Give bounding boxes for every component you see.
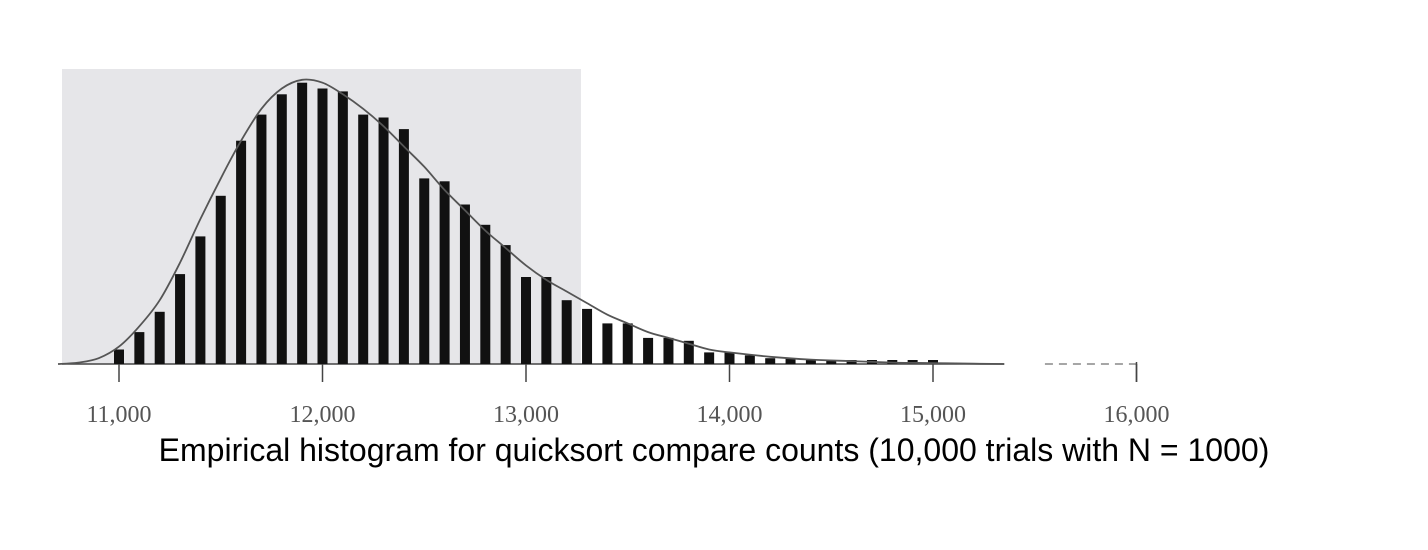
histogram-bar bbox=[398, 129, 409, 364]
histogram-bar bbox=[643, 337, 654, 364]
histogram-bar bbox=[704, 352, 715, 364]
histogram-bar bbox=[622, 323, 633, 364]
histogram-bar bbox=[582, 308, 593, 364]
distribution-curve bbox=[57, 78, 1005, 365]
histogram-bar bbox=[744, 355, 755, 364]
histogram-bar bbox=[521, 277, 531, 364]
histogram-bar bbox=[215, 195, 226, 364]
histogram-bar bbox=[236, 140, 247, 364]
histogram-bar bbox=[561, 300, 572, 364]
histogram-bar bbox=[602, 323, 613, 364]
histogram-bar bbox=[114, 349, 124, 364]
histogram-chart: 11,000 12,000 13,000 14,000 15,000 16,000 bbox=[57, 69, 1170, 428]
histogram-bar bbox=[419, 178, 430, 364]
x-tick-label: 12,000 bbox=[290, 402, 356, 428]
histogram-bar bbox=[683, 340, 694, 364]
histogram-bar bbox=[765, 358, 776, 364]
histogram-bar bbox=[826, 360, 837, 364]
histogram-bar bbox=[459, 204, 470, 364]
histogram-bar bbox=[256, 114, 267, 364]
histogram-bar bbox=[805, 359, 816, 364]
histogram-bar bbox=[541, 277, 552, 364]
histogram-bar bbox=[134, 332, 145, 364]
histogram-bar bbox=[663, 337, 674, 364]
histogram-bar bbox=[317, 88, 328, 364]
histogram-bar bbox=[500, 245, 511, 364]
histogram-bar bbox=[154, 311, 165, 364]
histogram-bar bbox=[928, 360, 938, 364]
histogram-bar bbox=[175, 274, 186, 364]
histogram-bar bbox=[195, 236, 206, 364]
histogram-bar bbox=[337, 91, 348, 365]
x-tick-label: 14,000 bbox=[697, 402, 763, 428]
histogram-bar bbox=[358, 114, 369, 364]
histogram-bar bbox=[439, 181, 450, 364]
x-tick-label: 13,000 bbox=[493, 402, 559, 428]
x-tick-label: 15,000 bbox=[900, 402, 966, 428]
histogram-bar bbox=[378, 117, 389, 364]
histogram-bar bbox=[480, 224, 491, 364]
x-tick-label: 16,000 bbox=[1104, 402, 1170, 428]
histogram-bar bbox=[785, 358, 796, 364]
histogram-bar bbox=[297, 82, 308, 364]
histogram-bar bbox=[724, 352, 735, 364]
x-tick-label: 11,000 bbox=[86, 402, 151, 428]
histogram-bar bbox=[276, 94, 287, 365]
chart-caption: Empirical histogram for quicksort compar… bbox=[158, 432, 1270, 468]
